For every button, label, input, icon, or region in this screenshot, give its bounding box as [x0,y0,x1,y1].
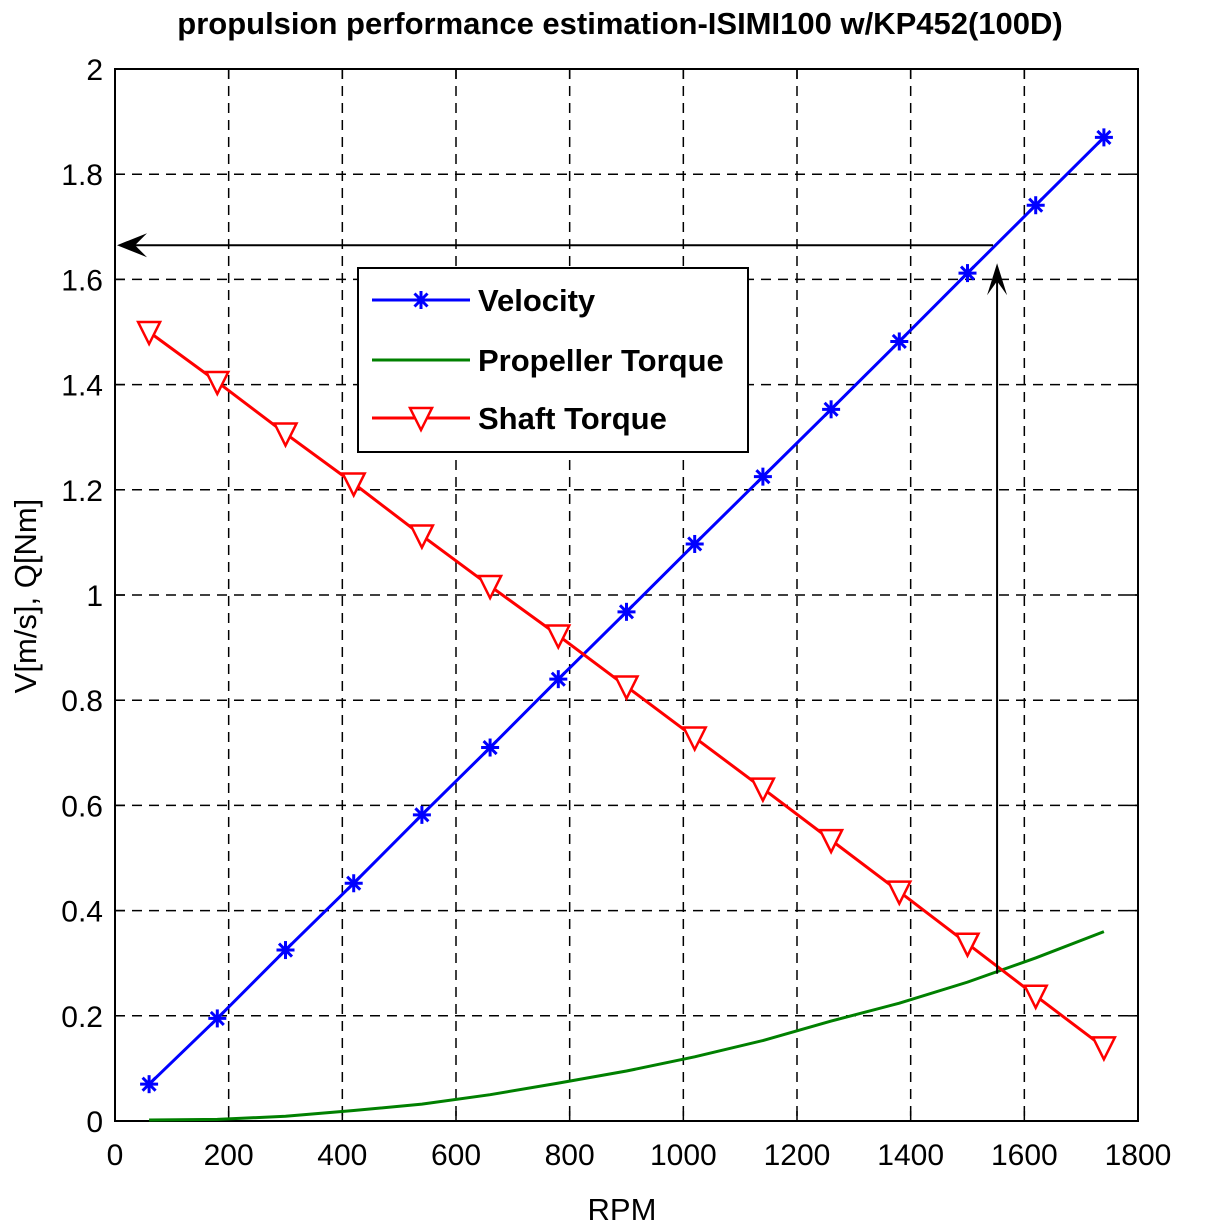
point-shaft-torque [749,777,776,804]
point-velocity [753,467,772,486]
x-axis-label: RPM [588,1192,657,1227]
point-shaft-torque [1022,984,1049,1011]
point-shaft-torque [272,422,299,449]
x-tick-label: 0 [107,1139,124,1172]
legend-label-propeller-torque: Propeller Torque [478,343,724,378]
legend: Velocity Propeller Torque Shaft Torque [357,267,749,453]
legend-label-shaft-torque: Shaft Torque [478,401,667,436]
series-group [136,128,1117,1122]
series-propeller-torque [149,930,1105,1122]
axis-ticks: 0 200 400 600 800 1000 1200 1400 1600 1800 0 0.2 0.4… [61,54,1171,1172]
x-tick-label: 1800 [1105,1139,1172,1172]
y-tick-label: 1.6 [61,264,103,297]
y-tick-label: 0.8 [61,685,103,718]
point-velocity [617,602,636,621]
point-shaft-torque [204,370,231,397]
point-velocity [412,805,431,824]
point-velocity [822,400,841,419]
point-velocity [1094,128,1113,147]
point-shaft-torque [408,524,435,551]
series-shaft-torque [136,320,1117,1063]
point-shaft-torque [477,574,504,601]
point-velocity [140,1075,159,1094]
grid [115,69,1138,1121]
y-tick-label: 2 [86,54,103,87]
annotation-arrows [117,233,1008,974]
point-velocity [1026,196,1045,215]
point-shaft-torque [340,472,367,499]
legend-label-velocity: Velocity [478,283,596,318]
legend-item-shaft-torque: Shaft Torque [372,401,667,436]
point-shaft-torque [136,320,163,347]
point-shaft-torque [954,932,981,959]
y-tick-label: 1.8 [61,159,103,192]
point-velocity [481,738,500,757]
legend-marker-shaft-torque [407,406,435,433]
x-tick-label: 1600 [991,1139,1058,1172]
point-shaft-torque [681,726,708,753]
vertical-arrowhead [987,263,1008,296]
series-velocity [140,128,1113,1094]
point-velocity [549,670,568,689]
y-tick-label: 1.2 [61,475,103,508]
x-tick-label: 1000 [650,1139,717,1172]
point-velocity [344,874,363,893]
legend-item-velocity: Velocity [372,283,596,318]
point-velocity [276,941,295,960]
point-velocity [958,264,977,283]
x-tick-label: 800 [545,1139,595,1172]
chart-title: propulsion performance estimation-ISIMI1… [177,6,1062,41]
series-line-propeller-torque [149,930,1105,1122]
point-velocity [890,332,909,351]
x-tick-label: 200 [204,1139,254,1172]
point-shaft-torque [613,675,640,702]
point-shaft-torque [886,880,913,907]
y-tick-label: 0.2 [61,1001,103,1034]
legend-item-propeller-torque: Propeller Torque [372,343,724,378]
y-axis-label: V[m/s], Q[Nm] [8,499,43,694]
x-tick-label: 400 [317,1139,367,1172]
legend-marker-velocity [412,291,430,309]
point-shaft-torque [1090,1036,1117,1063]
point-shaft-torque [545,624,572,651]
point-velocity [685,534,704,553]
y-tick-label: 0.6 [61,790,103,823]
x-tick-label: 600 [431,1139,481,1172]
x-tick-label: 1400 [877,1139,944,1172]
point-velocity [208,1009,227,1028]
point-shaft-torque [818,828,845,855]
y-tick-label: 1.4 [61,370,103,403]
y-tick-label: 0 [86,1106,103,1139]
x-tick-label: 1200 [764,1139,831,1172]
horizontal-arrowhead [117,233,147,258]
y-tick-label: 1 [86,580,103,613]
y-tick-label: 0.4 [61,896,103,929]
